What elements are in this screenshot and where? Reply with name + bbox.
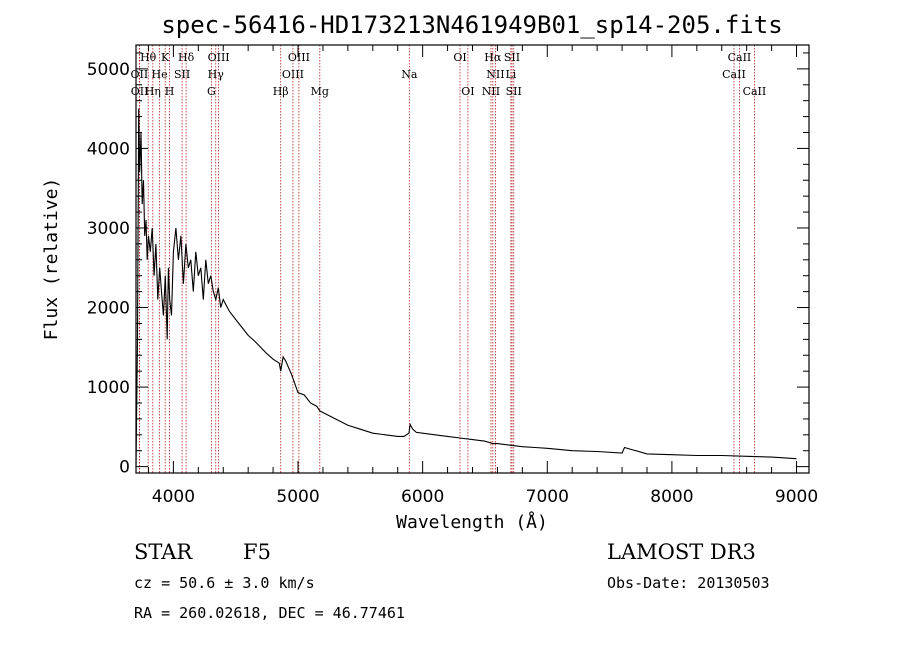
line-label: H	[165, 85, 175, 98]
line-label: CaII	[722, 68, 746, 81]
line-label: Hδ	[178, 51, 195, 64]
y-axis-label: Flux (relative)	[41, 178, 62, 341]
line-label: SII	[506, 85, 522, 98]
line-label: OII	[131, 85, 149, 98]
object-class: STAR	[134, 540, 193, 564]
line-label: G	[207, 85, 216, 98]
line-label: He	[152, 68, 168, 81]
line-label: OII	[131, 68, 149, 81]
x-tick-label: 5000	[276, 487, 319, 507]
object-subclass: F5	[243, 540, 271, 564]
y-tick-label: 5000	[87, 60, 130, 80]
y-tick-label: 2000	[87, 299, 130, 319]
line-label: Hγ	[208, 68, 225, 81]
x-tick-label: 8000	[650, 487, 693, 507]
line-label: Hβ	[273, 85, 289, 98]
line-label: OIII	[282, 68, 304, 81]
y-axis-ticks: 0 1000 2000 3000 4000 5000	[87, 52, 809, 478]
line-label: NII	[482, 85, 500, 98]
line-label: Li	[505, 68, 516, 81]
spectrum-line	[135, 108, 797, 467]
x-tick-label: 4000	[152, 487, 195, 507]
chart-title: spec-56416-HD173213N461949B01_sp14-205.f…	[161, 11, 782, 39]
x-axis-ticks: 4000 5000 6000 7000 8000 9000	[147, 45, 818, 507]
x-tick-label: 6000	[401, 487, 444, 507]
y-tick-label: 4000	[87, 139, 130, 159]
line-label: Mg	[311, 85, 329, 98]
line-label: CaII	[743, 85, 767, 98]
line-label: Na	[401, 68, 418, 81]
line-label: K	[161, 51, 170, 64]
y-tick-label: 1000	[87, 378, 130, 398]
x-axis-label: Wavelength (Å)	[396, 511, 548, 533]
y-tick-label: 3000	[87, 219, 130, 239]
line-label: OIII	[288, 51, 310, 64]
survey-name: LAMOST DR3	[607, 540, 756, 564]
obs-date-text: Obs-Date: 20130503	[607, 574, 770, 592]
redshift-text: cz = 50.6 ± 3.0 km/s	[134, 574, 315, 592]
line-label: Hα	[484, 51, 502, 64]
line-label: OI	[453, 51, 466, 64]
line-label: Hη	[145, 85, 161, 98]
line-label: NII	[486, 68, 504, 81]
line-label: CaII	[728, 51, 752, 64]
line-label: OIII	[208, 51, 230, 64]
line-label: SII	[504, 51, 520, 64]
coordinates-text: RA = 260.02618, DEC = 46.77461	[134, 604, 405, 622]
plot-frame	[135, 44, 810, 474]
y-tick-label: 0	[119, 458, 130, 478]
x-tick-label: 7000	[526, 487, 569, 507]
line-label: Hθ	[140, 51, 157, 64]
line-label: SII	[174, 68, 190, 81]
line-markers	[138, 45, 755, 473]
line-label: OI	[461, 85, 474, 98]
x-tick-label: 9000	[775, 487, 818, 507]
